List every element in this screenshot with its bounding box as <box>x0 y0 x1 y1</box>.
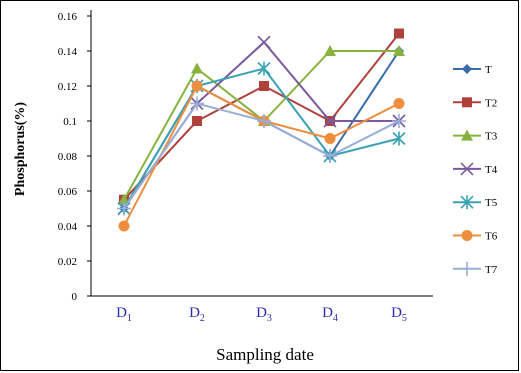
legend-label: T7 <box>485 264 498 276</box>
x-tick-label: D2 <box>189 305 205 324</box>
data-point <box>393 45 405 56</box>
x-axis-title: Sampling date <box>216 345 314 364</box>
y-tick-label: 0.02 <box>58 256 77 268</box>
legend-label: T2 <box>485 97 497 109</box>
y-tick-label: 0.1 <box>63 116 77 128</box>
x-tick-label: D3 <box>256 305 272 324</box>
data-point <box>191 62 203 74</box>
data-point <box>324 45 336 56</box>
axes <box>87 10 433 297</box>
y-tick-label: 0.08 <box>58 151 78 163</box>
x-tick-label: D4 <box>322 305 338 324</box>
data-point <box>460 162 474 176</box>
x-tick-label: D1 <box>116 305 132 324</box>
data-point <box>117 201 131 216</box>
y-tick-label: 0.14 <box>58 46 78 58</box>
y-tick-label: 0.06 <box>58 186 78 198</box>
y-tick-label: 0.16 <box>58 11 78 23</box>
data-point <box>190 96 204 111</box>
legend-label: T3 <box>485 131 498 143</box>
legend-item-t2: T2 <box>453 97 497 109</box>
y-tick-label: 0.12 <box>58 81 77 93</box>
y-tick-label: 0.04 <box>58 221 78 233</box>
legend-label: T6 <box>485 231 498 243</box>
x-tick-labels: D1 D2 D3 D4 D5 <box>116 305 407 324</box>
data-point <box>118 220 130 232</box>
y-tick-labels: 0 0.02 0.04 0.06 0.08 0.1 0.12 0.14 0.16 <box>58 11 78 303</box>
data-point <box>192 116 202 126</box>
data-point <box>462 64 472 74</box>
legend-label: T <box>485 64 492 76</box>
data-point <box>257 35 271 49</box>
data-point <box>257 114 271 128</box>
data-point <box>393 98 405 109</box>
data-point <box>392 131 406 146</box>
data-point <box>191 80 203 92</box>
data-point <box>323 114 337 128</box>
data-point <box>462 97 472 108</box>
data-point <box>394 28 404 39</box>
legend-item-t5: T5 <box>453 195 498 210</box>
legend-item-t3: T3 <box>453 129 498 143</box>
legend-label: T5 <box>485 197 498 209</box>
legend-item-t7: T7 <box>453 261 498 276</box>
legend-label: T4 <box>485 164 498 176</box>
legend: T T2 T3 T4 T5 T6 T7 <box>453 64 498 276</box>
y-axis-title: Phosphorus(%) <box>13 102 28 196</box>
legend-item-t6: T6 <box>453 230 498 243</box>
series-line <box>123 50 400 210</box>
data-point <box>324 133 336 144</box>
series-t7 <box>117 96 406 216</box>
data-point <box>460 195 474 210</box>
data-point <box>257 61 271 76</box>
data-point <box>259 81 269 91</box>
data-point <box>461 129 473 141</box>
legend-item-t4: T4 <box>453 162 498 176</box>
data-point <box>460 261 474 276</box>
series-lines <box>117 28 406 232</box>
data-point <box>461 230 473 241</box>
x-tick-label: D5 <box>391 305 407 324</box>
data-point <box>323 149 337 163</box>
data-point <box>392 114 406 128</box>
legend-item-t1: T <box>453 64 492 76</box>
y-tick-label: 0 <box>72 291 78 303</box>
